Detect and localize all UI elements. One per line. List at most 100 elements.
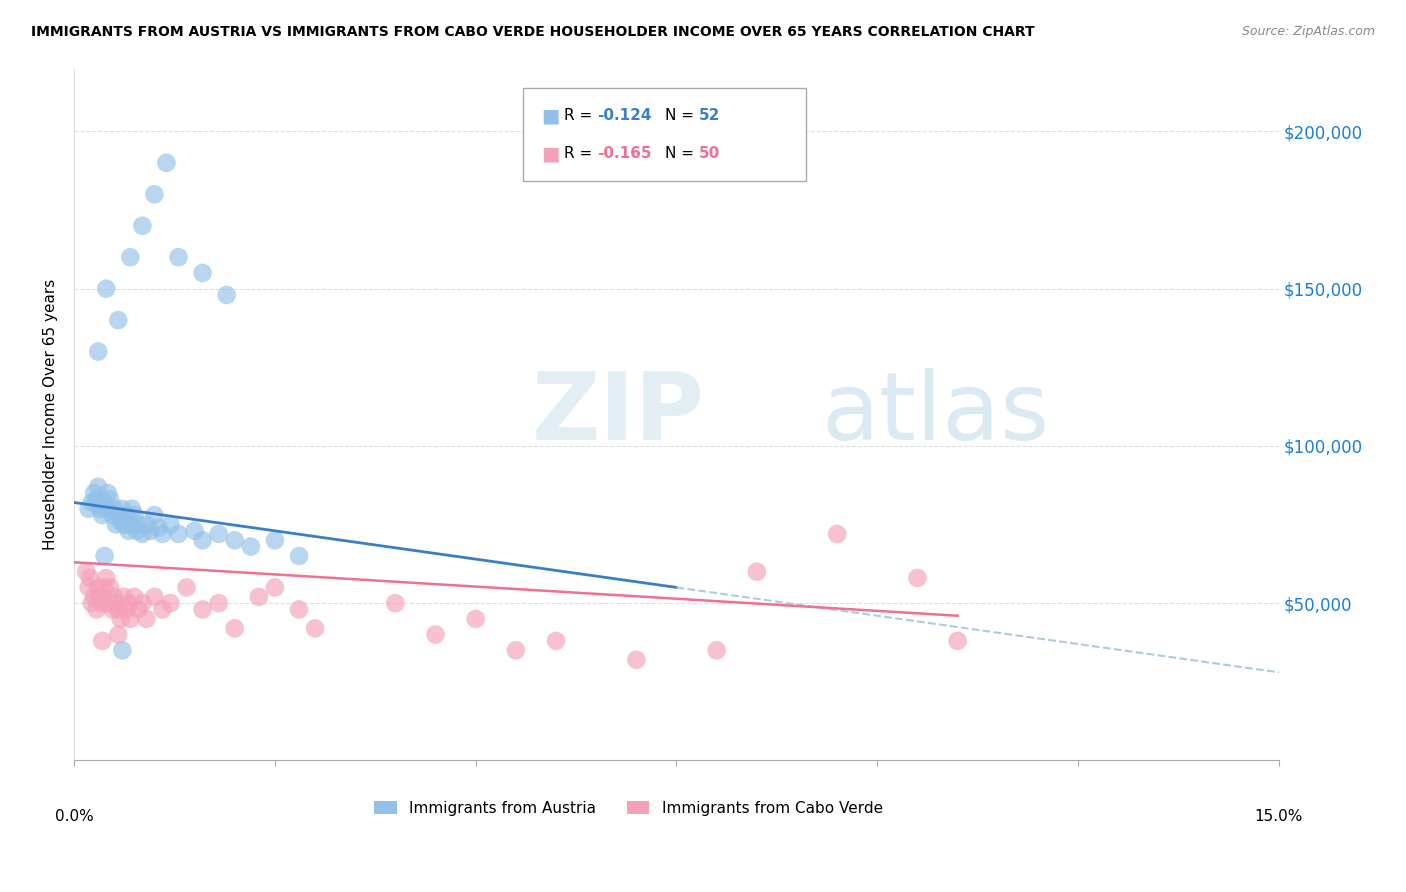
Point [97,596,120,610]
Point [706,643,728,657]
Point [224,621,246,635]
Point [107,602,129,616]
Point [143,508,166,522]
Text: IMMIGRANTS FROM AUSTRIA VS IMMIGRANTS FROM CABO VERDE HOUSEHOLDER INCOME OVER 65: IMMIGRANTS FROM AUSTRIA VS IMMIGRANTS FR… [31,25,1035,39]
Text: -0.124: -0.124 [598,108,652,123]
Y-axis label: Householder Income Over 65 years: Householder Income Over 65 years [44,279,58,550]
Point [191,602,214,616]
Point [120,517,142,532]
Point [98,581,121,595]
Point [127,517,149,532]
Point [155,156,177,170]
Point [75,565,97,579]
Point [464,612,486,626]
Point [107,313,129,327]
Point [96,282,118,296]
Point [93,581,115,595]
Text: ZIP: ZIP [531,368,704,460]
Point [110,515,132,529]
Point [139,524,162,538]
Point [104,517,127,532]
Point [288,602,311,616]
Point [124,590,146,604]
Point [907,571,929,585]
Point [112,590,135,604]
Point [91,633,114,648]
Point [110,612,132,626]
Point [91,508,114,522]
Point [946,633,969,648]
Point [208,596,231,610]
Point [80,596,103,610]
Point [183,524,205,538]
Point [97,486,120,500]
Text: 15.0%: 15.0% [1254,809,1303,824]
Point [191,533,214,548]
Point [148,521,170,535]
Point [93,549,115,563]
Point [89,501,111,516]
Point [176,581,198,595]
Point [120,250,142,264]
Text: R =: R = [564,146,598,161]
Legend: Immigrants from Austria, Immigrants from Cabo Verde: Immigrants from Austria, Immigrants from… [368,795,889,822]
Point [505,643,527,657]
Point [91,596,114,610]
Point [107,627,129,641]
Point [103,590,125,604]
Point [115,508,138,522]
Point [111,643,134,657]
Point [159,517,181,532]
Point [107,508,129,522]
Point [745,565,768,579]
Point [127,602,149,616]
Point [131,596,153,610]
Point [80,495,103,509]
Point [544,633,567,648]
Point [115,602,138,616]
Point [208,527,231,541]
Point [83,486,105,500]
Text: Source: ZipAtlas.com: Source: ZipAtlas.com [1241,25,1375,38]
Text: 52: 52 [699,108,720,123]
Point [101,602,124,616]
Point [264,533,287,548]
Point [135,517,157,532]
Point [152,602,174,616]
Point [87,581,110,595]
Point [96,571,118,585]
Point [135,612,157,626]
Point [167,250,190,264]
Point [77,581,100,595]
Point [264,581,287,595]
Point [83,590,105,604]
Point [98,492,121,507]
Point [77,501,100,516]
Point [112,517,135,532]
Point [124,508,146,522]
Point [120,612,142,626]
Point [93,495,115,509]
Text: R =: R = [564,108,598,123]
Point [384,596,406,610]
Point [87,344,110,359]
Text: atlas: atlas [821,368,1049,460]
Point [191,266,214,280]
Point [111,501,134,516]
Point [825,527,848,541]
Point [167,527,190,541]
Point [425,627,447,641]
Point [143,187,166,202]
Point [304,621,326,635]
Point [215,288,238,302]
Point [101,508,124,522]
Point [89,590,111,604]
Point [143,590,166,604]
Point [118,524,141,538]
Point [131,219,153,233]
Point [121,501,143,516]
Point [96,501,118,516]
Point [247,590,270,604]
Text: -0.165: -0.165 [598,146,652,161]
Text: ■: ■ [541,145,560,163]
